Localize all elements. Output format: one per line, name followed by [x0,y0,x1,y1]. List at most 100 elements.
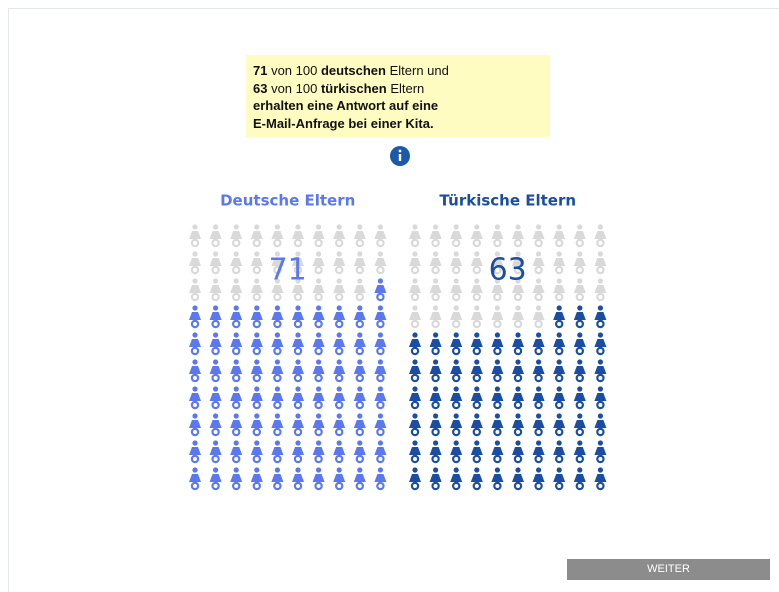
person-icon [353,467,366,491]
person-icon [573,359,586,383]
person-icon [491,386,504,410]
person-icon [250,224,263,248]
info-text: 63 [253,80,268,96]
info-line: 63 von 100 türkischen Eltern [253,80,550,98]
person-icon [312,278,325,302]
person-icon [512,224,524,248]
person-icon [209,440,222,464]
person-icon [512,467,524,491]
person-icon [512,359,524,383]
person-icon [271,251,284,275]
weiter-button[interactable]: WEITER [567,559,770,580]
person-icon [271,332,284,356]
person-icon [429,305,442,329]
person-icon [491,440,504,464]
person-icon [333,332,346,356]
person-icon [230,359,243,383]
person-icon [532,224,545,248]
person-icon [512,332,524,356]
person-icon [409,467,421,491]
info-box: 71 von 100 deutschen Eltern und 63 von 10… [246,55,550,137]
person-icon [409,359,421,383]
info-text: E-Mail-Anfrage bei einer Kita. [253,115,434,131]
person-icon [250,359,263,383]
person-icon [333,467,346,491]
person-icon [189,305,201,329]
person-icon [292,332,304,356]
person-icon [312,224,325,248]
person-icon [594,251,607,275]
person-icon [470,251,483,275]
person-icon [470,332,483,356]
person-icon [532,467,545,491]
info-icon[interactable] [390,146,410,166]
person-icon [271,278,284,302]
person-icon [333,278,346,302]
person-icon [491,224,504,248]
person-icon [409,251,421,275]
person-icon [429,224,442,248]
person-icon [353,440,366,464]
person-icon [189,386,201,410]
person-icon [230,305,243,329]
person-icon [209,251,222,275]
person-icon [491,413,504,437]
person-icon [292,467,304,491]
person-icon [374,278,387,302]
person-icon [333,251,346,275]
person-icon [374,224,387,248]
person-icon [353,224,366,248]
person-icon [230,413,243,437]
person-icon [512,305,524,329]
person-icon [450,359,463,383]
person-icon [594,467,607,491]
person-icon [594,413,607,437]
person-icon [333,359,346,383]
person-icon [553,440,566,464]
person-icon [209,359,222,383]
person-icon [209,332,222,356]
person-icon [230,440,243,464]
person-icon [553,413,566,437]
person-icon [470,467,483,491]
person-icon [491,305,504,329]
person-icon [429,359,442,383]
person-icon [470,224,483,248]
person-icon [532,305,545,329]
info-line: erhalten eine Antwort auf eine [253,97,550,115]
person-icon [189,332,201,356]
person-icon [491,332,504,356]
person-icon [573,467,586,491]
person-icon [532,413,545,437]
person-icon [250,467,263,491]
person-icon [189,359,201,383]
person-icon [374,305,387,329]
person-icon [209,305,222,329]
person-icon [594,305,607,329]
person-icon [312,332,325,356]
person-icon [409,332,421,356]
person-icon [374,440,387,464]
person-icon [312,413,325,437]
person-icon [512,413,524,437]
person-icon [532,386,545,410]
person-icon [409,440,421,464]
person-icon [594,440,607,464]
person-icon [230,278,243,302]
person-icon [230,332,243,356]
person-icon [553,278,566,302]
person-icon [250,251,263,275]
person-icon [353,251,366,275]
person-icon [512,278,524,302]
person-icon [333,386,346,410]
chart-title: Türkische Eltern [439,192,576,210]
frame [8,8,779,592]
person-icon [250,413,263,437]
person-icon [409,305,421,329]
person-icon [450,386,463,410]
person-icon [470,386,483,410]
person-icon [409,413,421,437]
person-icon [573,224,586,248]
person-icon [450,467,463,491]
person-icon [429,440,442,464]
